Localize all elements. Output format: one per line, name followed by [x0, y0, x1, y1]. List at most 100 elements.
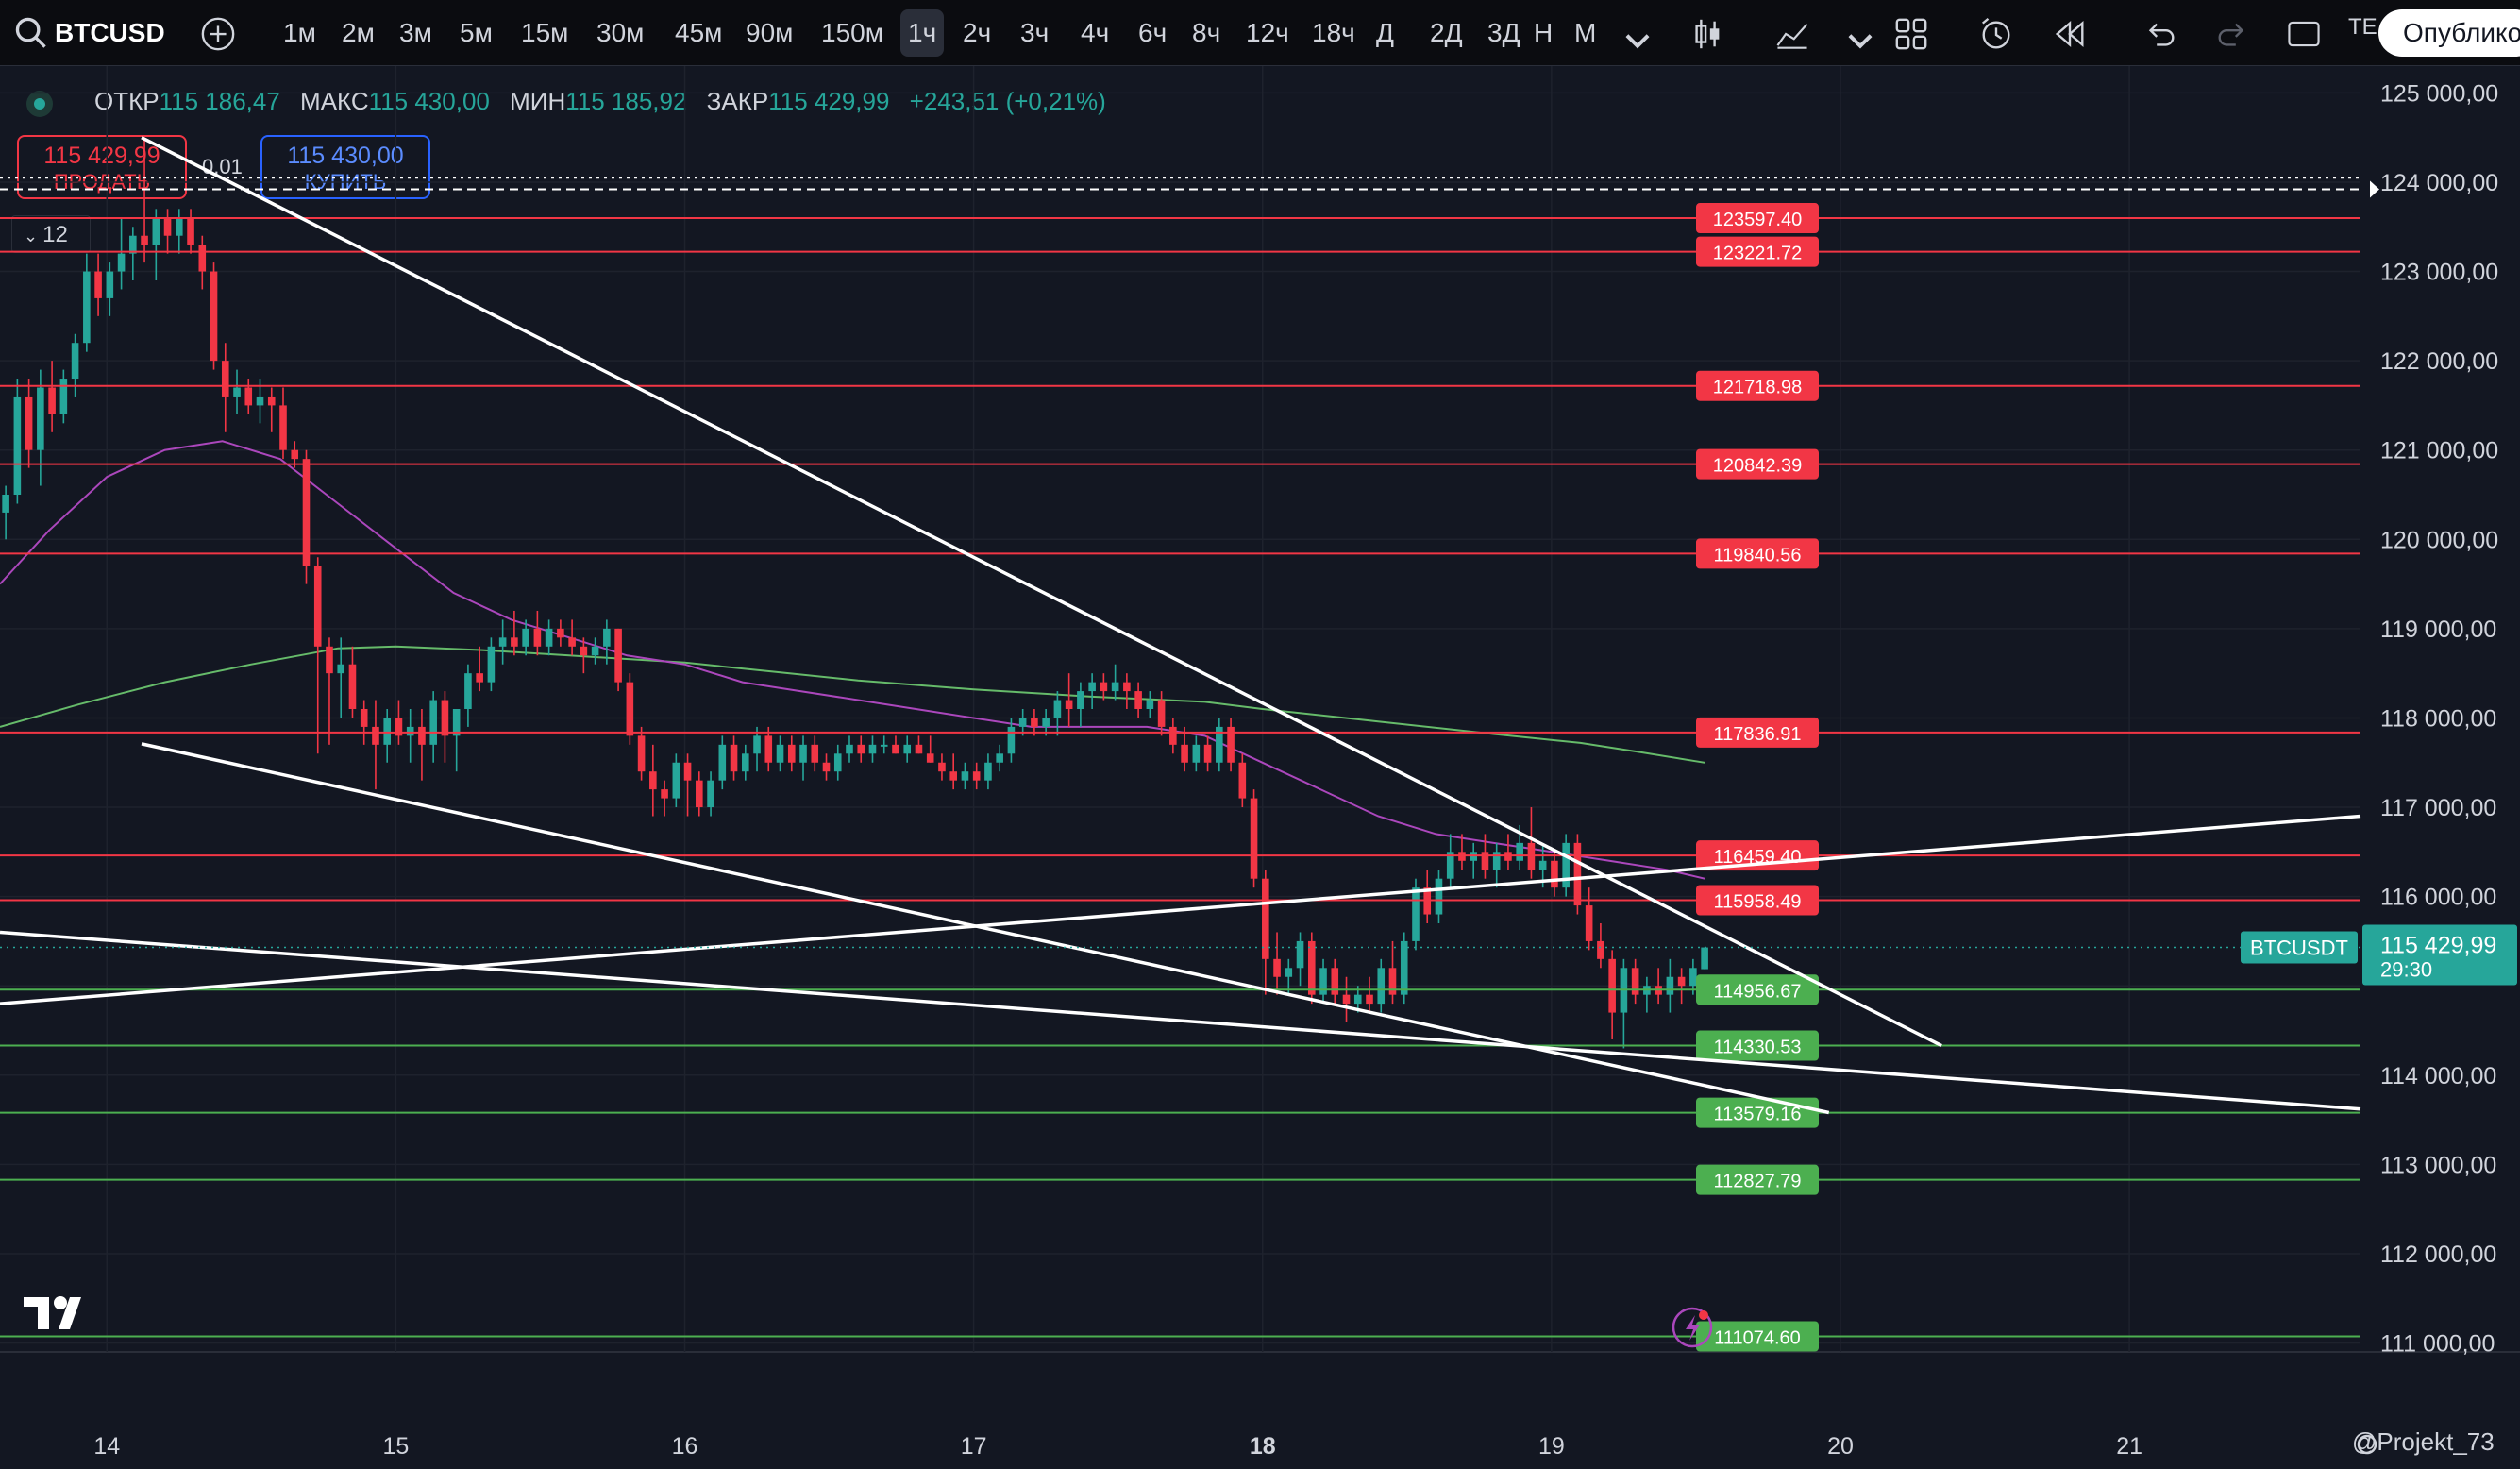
candle — [1307, 932, 1316, 1005]
indicators-icon[interactable] — [1774, 16, 1810, 52]
horizontal-levels[interactable]: 123597.40 123221.72 121718.98 120842.39 1198… — [0, 177, 2379, 1352]
interval-45м[interactable]: 45м — [675, 18, 723, 47]
level-116459.40[interactable]: 116459.40 — [0, 840, 2360, 871]
candles-type-icon[interactable] — [1689, 16, 1725, 52]
add-symbol-icon[interactable] — [200, 16, 236, 52]
level-111074.60[interactable]: 111074.60 — [0, 1321, 2360, 1352]
candle-body — [696, 780, 703, 808]
trendline[interactable] — [0, 930, 2361, 1111]
candle-body — [1412, 887, 1420, 941]
tv-logo-dot — [54, 1296, 67, 1309]
candle — [1238, 753, 1247, 808]
candle — [764, 726, 773, 772]
level-115958.49[interactable]: 115958.49 — [0, 885, 2360, 916]
interval-3Д[interactable]: 3Д — [1487, 18, 1520, 47]
tradingview-label[interactable]: TE — [2348, 14, 2377, 40]
candle — [557, 619, 564, 647]
price-axis-bg[interactable] — [2360, 66, 2520, 1418]
level-112827.79[interactable]: 112827.79 — [0, 1164, 2360, 1195]
trendline[interactable] — [141, 136, 1942, 1048]
candle-body — [915, 744, 923, 754]
interval-2Д[interactable]: 2Д — [1430, 18, 1463, 47]
interval-15м[interactable]: 15м — [521, 18, 569, 47]
indicators-toggle[interactable]: ⌄ 12 — [11, 215, 91, 253]
level-123221.72[interactable]: 123221.72 — [0, 236, 2360, 267]
flash-icon[interactable] — [1672, 1307, 1713, 1348]
candle-body — [1042, 718, 1050, 727]
candle-body — [764, 735, 773, 763]
candle — [476, 646, 483, 692]
candle-body — [2, 495, 9, 513]
interval-3ч[interactable]: 3ч — [1020, 18, 1050, 47]
level-113579.16[interactable]: 113579.16 — [0, 1097, 2360, 1128]
candle-body — [244, 387, 253, 406]
moving-averages — [0, 440, 1705, 880]
level-114330.53[interactable]: 114330.53 — [0, 1030, 2360, 1061]
level-114956.67[interactable]: 114956.67 — [0, 974, 2360, 1005]
replay-icon[interactable] — [2052, 16, 2088, 52]
interval-Д[interactable]: Д — [1376, 18, 1394, 47]
candle-body — [776, 744, 784, 763]
interval-18ч[interactable]: 18ч — [1312, 18, 1355, 47]
candle — [326, 637, 333, 745]
market-status-icon[interactable] — [26, 91, 53, 117]
candle-body — [672, 762, 680, 799]
candle — [614, 628, 622, 692]
interval-30м[interactable]: 30м — [596, 18, 645, 47]
level-123597.40[interactable]: 123597.40 — [0, 203, 2360, 234]
candle — [1516, 824, 1523, 870]
candle — [811, 735, 819, 772]
redo-icon[interactable] — [2214, 16, 2250, 52]
interval-2м[interactable]: 2м — [342, 18, 375, 47]
candle — [2, 485, 9, 540]
sell-button[interactable]: 115 429,99 ПРОДАТЬ — [17, 135, 187, 199]
trendline[interactable] — [0, 814, 2361, 1005]
layouts-icon[interactable] — [1893, 16, 1929, 52]
level-117836.91[interactable]: 117836.91 — [0, 717, 2360, 748]
interval-12ч[interactable]: 12ч — [1246, 18, 1289, 47]
price-tick: 117 000,00 — [2380, 795, 2496, 821]
interval-М[interactable]: М — [1574, 18, 1597, 47]
interval-1ч[interactable]: 1ч — [900, 9, 945, 57]
candle-body — [1446, 852, 1454, 879]
trendline[interactable] — [141, 742, 1830, 1115]
interval-4ч[interactable]: 4ч — [1081, 18, 1110, 47]
candle-body — [13, 396, 22, 495]
publish-button[interactable]: Опублико — [2378, 9, 2520, 57]
level-120842.39[interactable]: 120842.39 — [0, 448, 2360, 480]
interval-90м[interactable]: 90м — [746, 18, 794, 47]
interval-6ч[interactable]: 6ч — [1138, 18, 1168, 47]
candle — [984, 753, 992, 790]
candle — [1065, 673, 1073, 727]
interval-2ч[interactable]: 2ч — [963, 18, 992, 47]
symbol-name[interactable]: BTCUSD — [55, 18, 165, 47]
interval-3м[interactable]: 3м — [399, 18, 432, 47]
level-119840.56[interactable]: 119840.56 — [0, 538, 2360, 569]
indicators-dropdown-icon[interactable] — [1842, 24, 1878, 59]
interval-150м[interactable]: 150м — [821, 18, 883, 47]
candle-body — [210, 271, 218, 362]
trendlines[interactable] — [0, 136, 2361, 1115]
level-121718.98[interactable]: 121718.98 — [0, 370, 2360, 401]
candle-body — [591, 646, 599, 656]
fullscreen-icon[interactable] — [2286, 16, 2322, 52]
currency-select[interactable]: USDT ⌄ — [2371, 83, 2511, 128]
alert-icon[interactable] — [1978, 16, 2014, 52]
candle-body — [1666, 976, 1674, 995]
candle — [83, 253, 91, 352]
interval-8ч[interactable]: 8ч — [1192, 18, 1221, 47]
search-icon[interactable] — [13, 15, 49, 51]
candle-body — [452, 709, 461, 736]
undo-icon[interactable] — [2142, 16, 2178, 52]
candle-body — [1538, 860, 1547, 870]
level-label: 121718.98 — [1713, 378, 1803, 398]
interval-dropdown-icon[interactable] — [1620, 24, 1655, 59]
time-axis-bg[interactable] — [0, 1352, 2520, 1469]
candle — [857, 735, 865, 763]
interval-1м[interactable]: 1м — [283, 18, 316, 47]
interval-Н[interactable]: Н — [1534, 18, 1554, 47]
candle-body — [1620, 968, 1628, 1013]
interval-5м[interactable]: 5м — [460, 18, 493, 47]
buy-button[interactable]: 115 430,00 КУПИТЬ — [260, 135, 430, 199]
